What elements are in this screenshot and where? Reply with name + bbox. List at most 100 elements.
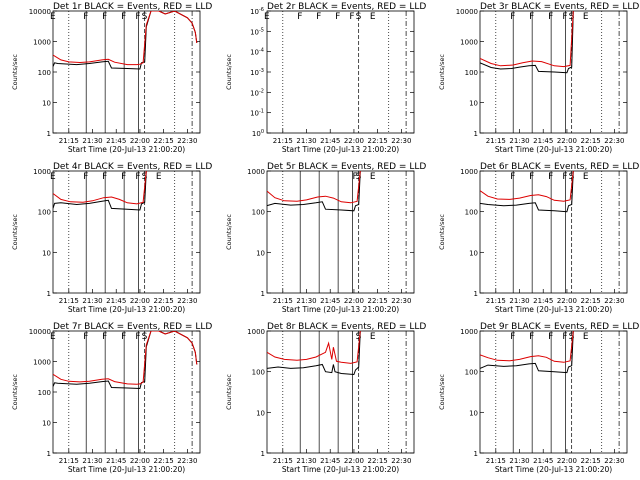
marker-letter: F [335, 12, 340, 22]
x-tick-label: 22:00 [344, 137, 364, 145]
x-tick-label: 21:15 [273, 297, 293, 305]
x-tick-label: 22:15 [581, 297, 601, 305]
y-tick-label: 1000 [33, 39, 51, 47]
marker-letter: S [569, 172, 575, 182]
x-axis-label: Start Time (20-Jul-13 21:00:20) [68, 305, 185, 314]
marker-letter: F [510, 332, 515, 342]
x-tick-label: 22:30 [604, 137, 624, 145]
marker-letter: F [135, 332, 140, 342]
x-tick-label: 21:45 [106, 457, 126, 465]
marker-letter: F [83, 172, 88, 182]
x-tick-label: 22:30 [391, 137, 411, 145]
marker-letter: F [548, 332, 553, 342]
x-tick-label: 21:45 [533, 137, 553, 145]
x-tick-label: 21:30 [82, 297, 102, 305]
x-tick-label: 22:15 [368, 297, 388, 305]
marker-letter: S [569, 12, 575, 22]
x-axis-label: Start Time (20-Jul-13 21:00:20) [282, 145, 399, 154]
y-tick-label: 10-5 [250, 27, 264, 36]
y-axis-label: Counts/sec [438, 54, 446, 90]
marker-letter: F [121, 12, 126, 22]
marker-letter: F [562, 332, 567, 342]
lld-series-line [267, 171, 361, 204]
marker-letter: E [50, 12, 56, 22]
y-tick-label: 10 [469, 409, 478, 417]
y-tick-label: 1 [47, 450, 51, 458]
y-tick-label: 10 [42, 249, 51, 257]
x-tick-label: 22:30 [391, 297, 411, 305]
x-tick-label: 21:15 [486, 137, 506, 145]
marker-letter: S [356, 12, 362, 22]
y-tick-label: 100 [465, 369, 478, 377]
plot-frame [266, 170, 415, 294]
chart-title: Det 4r BLACK = Events, RED = LLD [53, 162, 212, 172]
marker-letter: F [102, 332, 107, 342]
x-tick-label: 22:15 [154, 457, 174, 465]
events-series-line [267, 331, 361, 376]
marker-letter: F [548, 12, 553, 22]
x-tick-label: 21:30 [509, 297, 529, 305]
plot-frame [52, 330, 201, 454]
marker-letter: F [510, 12, 515, 22]
chart-title: Det 9r BLACK = Events, RED = LLD [480, 322, 639, 332]
x-tick-label: 21:15 [59, 137, 79, 145]
plot-frame [479, 330, 628, 454]
x-tick-label: 22:00 [557, 297, 577, 305]
x-tick-label: 21:30 [509, 137, 529, 145]
x-tick-label: 22:00 [557, 137, 577, 145]
x-tick-label: 21:30 [82, 457, 102, 465]
x-tick-label: 21:30 [296, 137, 316, 145]
y-tick-label: 1 [474, 450, 478, 458]
x-tick-label: 21:15 [486, 457, 506, 465]
x-tick-label: 21:30 [82, 137, 102, 145]
y-tick-label: 100 [465, 69, 478, 77]
x-tick-label: 22:15 [368, 457, 388, 465]
x-tick-label: 21:45 [320, 457, 340, 465]
y-tick-label: 100 [465, 209, 478, 217]
y-tick-label: 100 [252, 369, 265, 377]
chart-title: Det 8r BLACK = Events, RED = LLD [267, 322, 426, 332]
marker-letter: F [353, 172, 358, 182]
y-tick-label: 1 [47, 290, 51, 298]
y-tick-label: 1000 [460, 39, 478, 47]
x-axis-label: Start Time (20-Jul-13 21:00:20) [68, 465, 185, 474]
marker-letter: F [83, 332, 88, 342]
y-axis-label: Counts/sec [11, 374, 19, 410]
marker-letter: F [562, 12, 567, 22]
events-series-line [53, 171, 147, 211]
events-series-line [480, 11, 574, 74]
y-tick-label: 10-1 [250, 109, 264, 118]
x-axis-label: Start Time (20-Jul-13 21:00:20) [495, 145, 612, 154]
x-tick-label: 21:30 [296, 297, 316, 305]
x-tick-label: 22:15 [154, 297, 174, 305]
x-axis-label: Start Time (20-Jul-13 21:00:20) [282, 305, 399, 314]
chart-title: Det 3r BLACK = Events, RED = LLD [480, 2, 639, 12]
y-tick-label: 10000 [29, 328, 51, 336]
marker-letter: F [529, 12, 534, 22]
chart-title: Det 6r BLACK = Events, RED = LLD [480, 162, 639, 172]
chart-title: Det 1r BLACK = Events, RED = LLD [53, 2, 212, 12]
marker-letter: F [83, 12, 88, 22]
lld-series-line [480, 331, 574, 363]
lld-series-line [53, 331, 198, 385]
x-tick-label: 22:30 [177, 457, 197, 465]
y-tick-label: 1000 [247, 328, 265, 336]
x-tick-label: 22:15 [154, 137, 174, 145]
lld-series-line [53, 171, 147, 205]
marker-letter: F [102, 12, 107, 22]
marker-letter: F [548, 172, 553, 182]
marker-letter: S [356, 332, 362, 342]
x-tick-label: 21:30 [509, 457, 529, 465]
marker-letter: S [142, 172, 148, 182]
x-tick-label: 21:45 [533, 457, 553, 465]
y-tick-label: 100 [38, 389, 51, 397]
y-tick-label: 10-4 [250, 48, 264, 57]
y-axis-label: Counts/sec [438, 214, 446, 250]
x-tick-label: 21:15 [59, 457, 79, 465]
plot-frame [479, 170, 628, 294]
x-tick-label: 21:15 [273, 457, 293, 465]
y-tick-label: 10 [469, 100, 478, 108]
